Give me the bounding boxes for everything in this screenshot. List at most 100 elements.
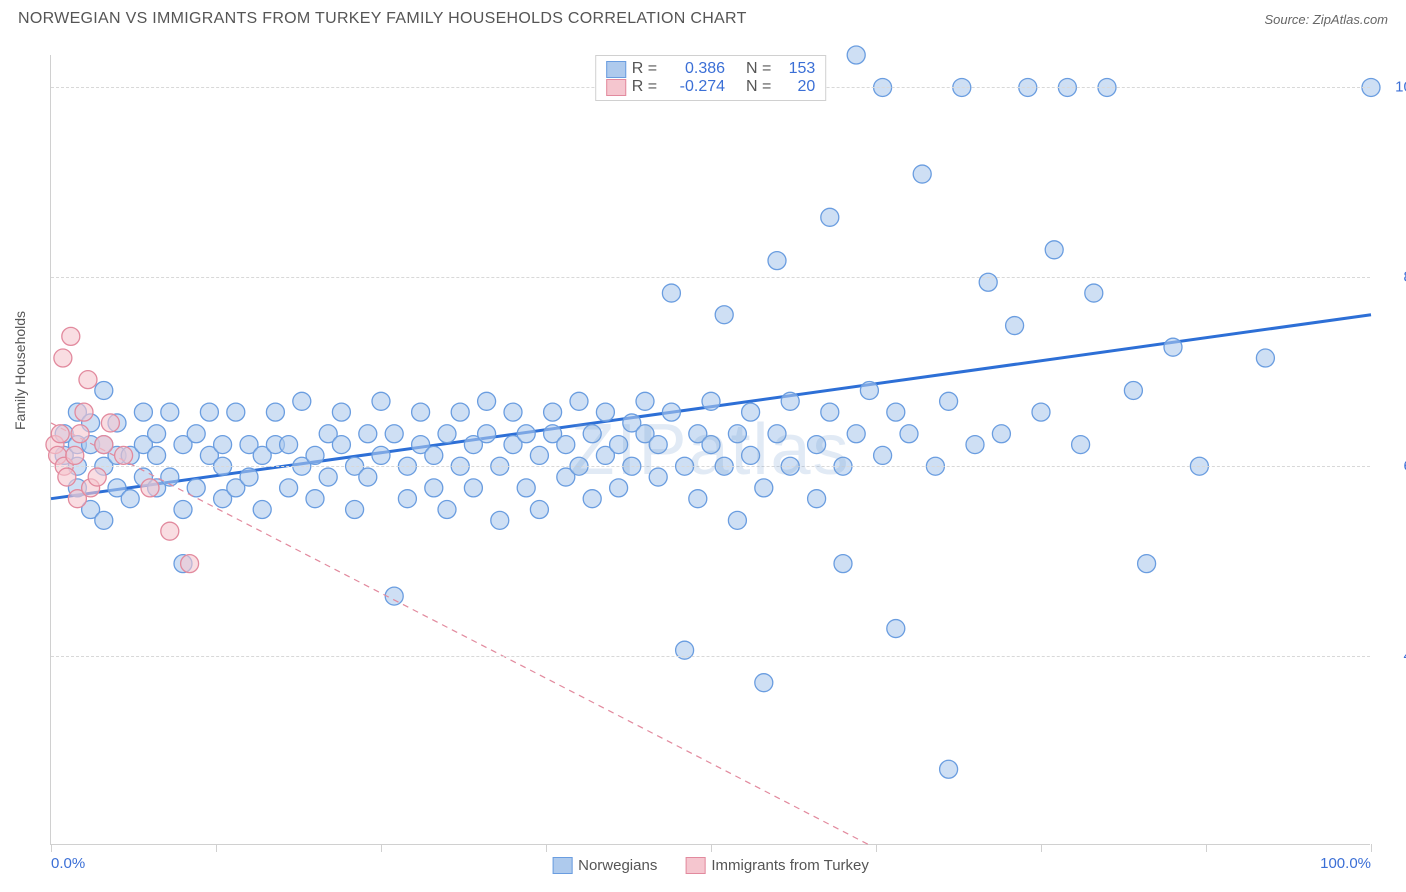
data-point: [62, 327, 80, 345]
data-point: [280, 436, 298, 454]
data-point: [1006, 317, 1024, 335]
data-point: [54, 349, 72, 367]
y-axis-label: Family Households: [12, 311, 28, 430]
x-tick: [1206, 844, 1207, 852]
data-point: [583, 490, 601, 508]
data-point: [293, 392, 311, 410]
data-point: [821, 403, 839, 421]
data-point: [1085, 284, 1103, 302]
data-point: [372, 392, 390, 410]
data-point: [887, 620, 905, 638]
stat-legend-row: R =0.386 N =153: [606, 60, 816, 78]
data-point: [491, 511, 509, 529]
data-point: [95, 381, 113, 399]
gridline: [51, 277, 1370, 278]
x-tick: [876, 844, 877, 852]
data-point: [742, 446, 760, 464]
bottom-legend-item: Norwegians: [552, 857, 657, 874]
data-point: [148, 425, 166, 443]
y-tick-label: 65.0%: [1376, 458, 1406, 475]
data-point: [913, 165, 931, 183]
x-tick: [216, 844, 217, 852]
data-point: [359, 425, 377, 443]
data-point: [1256, 349, 1274, 367]
data-point: [755, 479, 773, 497]
stat-r-label: R =: [632, 60, 657, 78]
bottom-legend: Norwegians Immigrants from Turkey: [552, 857, 869, 874]
data-point: [214, 436, 232, 454]
data-point: [900, 425, 918, 443]
data-point: [227, 403, 245, 421]
data-point: [755, 674, 773, 692]
data-point: [702, 392, 720, 410]
gridline: [51, 656, 1370, 657]
data-point: [101, 414, 119, 432]
stat-n-label: N =: [746, 60, 771, 78]
data-point: [79, 371, 97, 389]
data-point: [161, 522, 179, 540]
stat-r-value: 0.386: [663, 60, 725, 78]
data-point: [834, 555, 852, 573]
data-point: [174, 501, 192, 519]
data-point: [662, 403, 680, 421]
x-tick-label: 0.0%: [51, 855, 85, 872]
data-point: [359, 468, 377, 486]
legend-swatch: [685, 857, 705, 874]
data-point: [425, 446, 443, 464]
data-point: [808, 436, 826, 454]
data-point: [649, 436, 667, 454]
data-point: [940, 760, 958, 778]
stat-r-label: R =: [632, 78, 657, 96]
data-point: [346, 501, 364, 519]
data-point: [464, 479, 482, 497]
y-tick-label: 47.5%: [1376, 647, 1406, 664]
data-point: [88, 468, 106, 486]
data-point: [478, 425, 496, 443]
data-point: [58, 468, 76, 486]
data-point: [689, 490, 707, 508]
data-point: [636, 392, 654, 410]
data-point: [438, 501, 456, 519]
data-point: [847, 46, 865, 64]
stat-legend-row: R =-0.274 N =20: [606, 78, 816, 96]
stat-n-value: 20: [777, 78, 815, 96]
x-tick: [711, 844, 712, 852]
data-point: [544, 403, 562, 421]
data-point: [134, 403, 152, 421]
data-point: [181, 555, 199, 573]
data-point: [1045, 241, 1063, 259]
data-point: [319, 468, 337, 486]
legend-swatch: [606, 61, 626, 78]
data-point: [860, 381, 878, 399]
data-point: [425, 479, 443, 497]
x-tick: [546, 844, 547, 852]
data-point: [412, 403, 430, 421]
data-point: [1124, 381, 1142, 399]
data-point: [161, 468, 179, 486]
data-point: [649, 468, 667, 486]
data-point: [821, 208, 839, 226]
bottom-legend-label: Immigrants from Turkey: [711, 857, 869, 874]
y-tick-label: 100.0%: [1376, 79, 1406, 96]
gridline: [51, 466, 1370, 467]
legend-swatch: [552, 857, 572, 874]
data-point: [71, 425, 89, 443]
chart-title: NORWEGIAN VS IMMIGRANTS FROM TURKEY FAMI…: [18, 10, 747, 28]
data-point: [940, 392, 958, 410]
y-tick-label: 82.5%: [1376, 268, 1406, 285]
data-point: [517, 425, 535, 443]
data-point: [530, 446, 548, 464]
data-point: [847, 425, 865, 443]
data-point: [596, 403, 614, 421]
data-point: [992, 425, 1010, 443]
data-point: [121, 490, 139, 508]
data-point: [702, 436, 720, 454]
x-tick: [1371, 844, 1372, 852]
data-point: [715, 306, 733, 324]
data-point: [148, 446, 166, 464]
data-point: [75, 403, 93, 421]
x-tick-label: 100.0%: [1320, 855, 1371, 872]
x-tick: [1041, 844, 1042, 852]
x-tick: [381, 844, 382, 852]
data-point: [66, 446, 84, 464]
